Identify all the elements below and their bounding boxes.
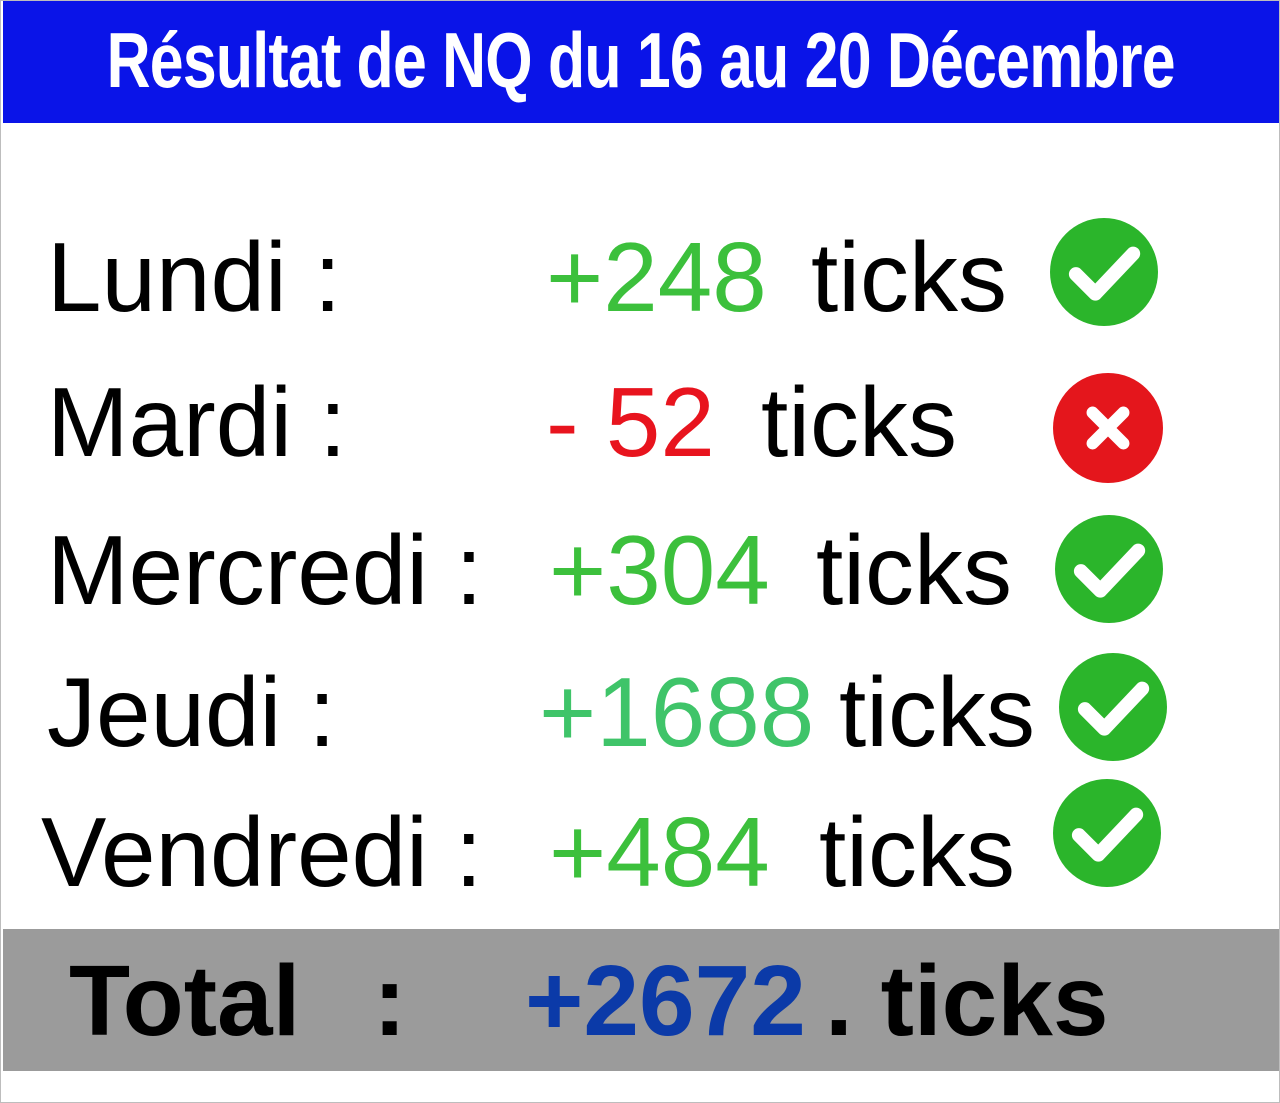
result-row-vendredi: Vendredi : +484 ticks <box>1 779 1280 909</box>
check-icon <box>1055 515 1163 623</box>
total-colon: : <box>373 945 407 1057</box>
tick-unit: ticks <box>761 367 957 477</box>
day-label: Mardi : <box>47 367 347 477</box>
day-label: Vendredi : <box>41 797 483 907</box>
tick-value: +304 <box>549 515 770 625</box>
tick-value: +484 <box>549 797 770 907</box>
tick-value: +1688 <box>539 657 815 767</box>
tick-unit: ticks <box>811 222 1007 332</box>
tick-value: - 52 <box>546 367 715 477</box>
tick-unit: ticks <box>816 515 1012 625</box>
total-label: Total <box>69 945 301 1057</box>
tick-unit: ticks <box>839 657 1035 767</box>
title-bar: Résultat de NQ du 16 au 20 Décembre <box>3 1 1279 123</box>
check-icon <box>1053 779 1161 887</box>
day-label: Mercredi : <box>47 515 483 625</box>
total-value: +2672 <box>525 945 806 1057</box>
total-bar: Total : +2672 . ticks <box>3 929 1279 1071</box>
page-title: Résultat de NQ du 16 au 20 Décembre <box>106 15 1176 104</box>
total-unit: . ticks <box>825 945 1109 1057</box>
tick-unit: ticks <box>819 797 1015 907</box>
cross-icon <box>1053 373 1163 483</box>
tick-value: +248 <box>546 222 767 332</box>
result-row-jeudi: Jeudi : +1688 ticks <box>1 651 1280 771</box>
check-icon <box>1050 218 1158 326</box>
check-icon <box>1059 653 1167 761</box>
result-row-mercredi: Mercredi : +304 ticks <box>1 507 1280 627</box>
day-label: Lundi : <box>47 222 342 332</box>
result-row-mardi: Mardi : - 52 ticks <box>1 361 1280 483</box>
day-label: Jeudi : <box>47 657 336 767</box>
result-row-lundi: Lundi : +248 ticks <box>1 214 1280 334</box>
